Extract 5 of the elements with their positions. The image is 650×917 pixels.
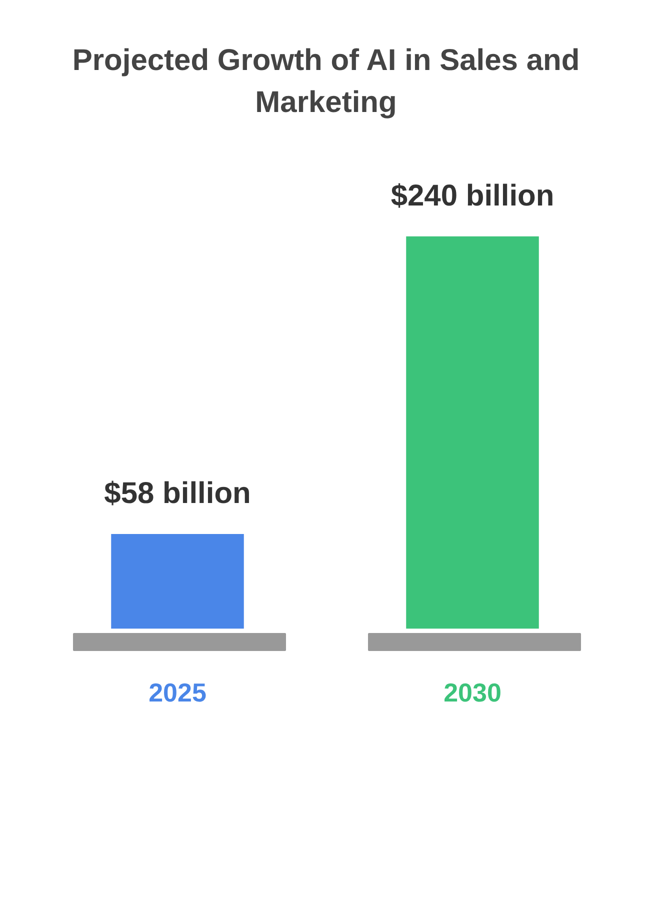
data-label: $58 billion xyxy=(104,477,251,510)
x-tick-label: 2030 xyxy=(444,678,502,708)
x-tick-label: 2025 xyxy=(148,678,206,708)
chart-title: Projected Growth of AI in Sales and Marketing xyxy=(71,43,581,121)
data-label: $240 billion xyxy=(390,180,554,213)
